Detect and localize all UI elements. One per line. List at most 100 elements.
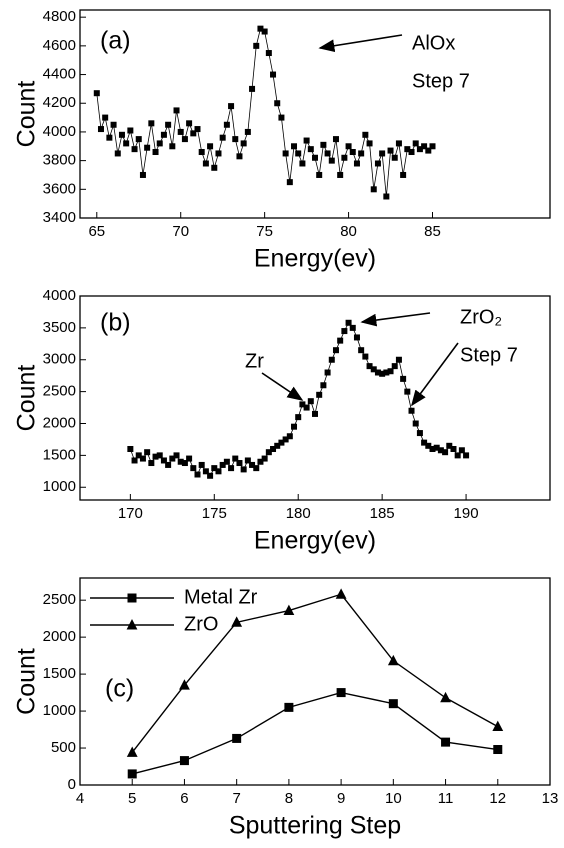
marker	[379, 370, 386, 377]
x-axis-title: Sputtering Step	[229, 812, 401, 840]
marker	[458, 447, 465, 454]
marker	[270, 71, 277, 78]
marker	[135, 136, 142, 143]
y-tick-label: 4400	[43, 66, 76, 83]
y-tick-label: 2000	[43, 414, 76, 431]
y-axis-title: Count	[13, 365, 41, 432]
marker	[181, 460, 188, 467]
marker	[353, 334, 360, 341]
marker	[236, 460, 243, 467]
marker	[211, 465, 218, 472]
marker	[345, 143, 352, 150]
plot-frame	[79, 295, 551, 501]
y-tick-label: 2000	[43, 628, 76, 645]
marker	[131, 457, 138, 464]
panel-label: (c)	[105, 675, 134, 703]
marker	[102, 114, 109, 121]
marker	[202, 160, 209, 167]
marker	[303, 137, 310, 144]
marker	[366, 363, 373, 370]
marker	[383, 369, 390, 376]
marker	[190, 465, 197, 472]
marker	[194, 126, 201, 133]
y-axis-title: Count	[13, 81, 41, 148]
marker	[295, 150, 302, 157]
annotation: Step 7	[460, 344, 518, 366]
marker	[253, 42, 260, 49]
marker	[114, 150, 121, 157]
marker	[93, 90, 100, 97]
x-tick-label: 7	[232, 790, 240, 807]
marker	[278, 439, 285, 446]
marker	[228, 103, 235, 110]
marker	[152, 453, 159, 460]
marker	[328, 157, 335, 164]
marker	[362, 131, 369, 138]
marker	[286, 433, 293, 440]
x-tick-label: 75	[256, 223, 273, 240]
marker	[404, 146, 411, 153]
marker	[261, 455, 268, 462]
marker	[198, 461, 205, 468]
marker	[240, 140, 247, 147]
x-tick-label: 6	[180, 790, 188, 807]
y-tick-label: 1000	[43, 702, 76, 719]
marker	[244, 457, 251, 464]
marker	[194, 471, 201, 478]
marker	[416, 430, 423, 437]
y-tick-label: 500	[51, 739, 76, 756]
marker	[492, 720, 504, 732]
marker	[173, 452, 180, 459]
legend-marker	[126, 619, 138, 630]
marker	[139, 171, 146, 178]
marker	[320, 382, 327, 389]
y-tick-label: 1000	[43, 478, 76, 495]
marker	[179, 756, 189, 766]
x-tick-label: 10	[385, 790, 402, 807]
marker	[274, 100, 281, 107]
marker	[391, 154, 398, 161]
legend-label: Metal Zr	[184, 586, 258, 608]
marker	[332, 347, 339, 354]
marker	[257, 458, 264, 465]
marker	[295, 414, 302, 421]
marker	[421, 143, 428, 150]
marker	[291, 143, 298, 150]
marker	[156, 140, 163, 147]
marker	[118, 131, 125, 138]
marker	[349, 149, 356, 156]
y-tick-label: 1500	[43, 665, 76, 682]
marker	[425, 442, 432, 449]
y-tick-label: 3400	[43, 209, 76, 226]
marker	[165, 121, 172, 128]
marker	[358, 347, 365, 354]
marker	[358, 150, 365, 157]
annotation: AlOx	[412, 32, 455, 54]
series-line	[132, 691, 498, 775]
marker	[244, 128, 251, 135]
marker	[341, 154, 348, 161]
marker	[387, 654, 399, 666]
marker	[404, 388, 411, 395]
y-tick-label: 3600	[43, 180, 76, 197]
marker	[127, 127, 134, 134]
marker	[236, 153, 243, 160]
marker	[152, 149, 159, 156]
series-line	[96, 27, 433, 197]
arrow	[318, 34, 403, 53]
annotation: ZrO₂	[460, 306, 502, 328]
marker	[299, 160, 306, 167]
marker	[391, 363, 398, 370]
y-tick-label: 4600	[43, 37, 76, 54]
marker	[387, 368, 394, 375]
arrow	[261, 372, 304, 401]
y-tick-label: 3800	[43, 152, 76, 169]
x-axis-title: Energy(ev)	[254, 527, 376, 555]
marker	[110, 121, 117, 128]
x-axis-title: Energy(ev)	[254, 245, 376, 273]
marker	[190, 130, 197, 137]
plot-frame	[79, 577, 551, 786]
marker	[179, 679, 190, 690]
marker	[131, 146, 138, 153]
marker	[425, 147, 432, 154]
